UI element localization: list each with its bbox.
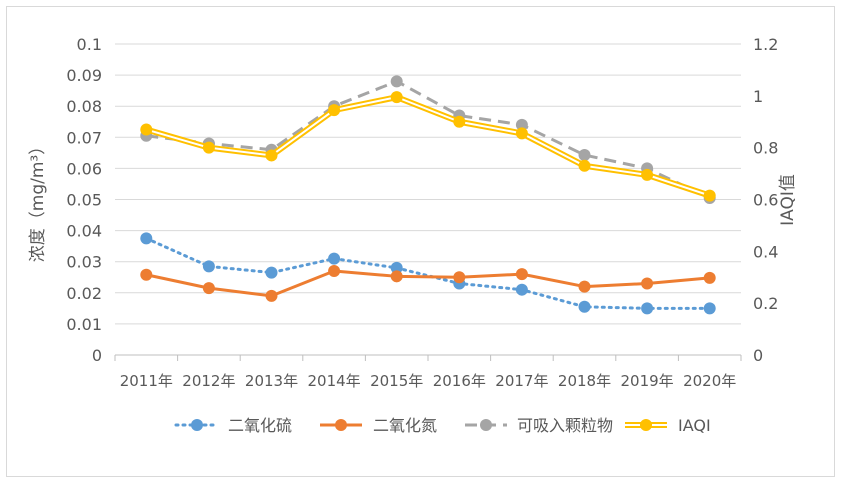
left-tick-label: 0.1 — [77, 35, 102, 54]
series-2 — [140, 265, 716, 302]
series-line — [146, 79, 711, 200]
legend-label: IAQI — [678, 416, 711, 435]
x-tick-label: 2013年 — [245, 372, 298, 390]
x-tick-label: 2018年 — [558, 372, 611, 390]
data-point — [453, 271, 466, 284]
x-tick-label: 2011年 — [120, 372, 173, 390]
left-tick-label: 0.09 — [66, 66, 102, 85]
series-line-inner — [146, 96, 711, 197]
left-tick-label: 0.06 — [66, 159, 102, 178]
data-point — [328, 104, 341, 117]
data-point — [578, 149, 591, 162]
data-point — [390, 75, 403, 88]
left-tick-label: 0.02 — [66, 284, 102, 303]
data-point — [140, 123, 153, 136]
legend-item: 可吸入颗粒物 — [465, 416, 613, 435]
right-axis-title: IAQI值 — [778, 174, 798, 226]
series-4 — [140, 91, 716, 202]
right-tick-label: 0 — [753, 346, 763, 365]
data-point — [641, 277, 654, 290]
x-tick-label: 2017年 — [495, 372, 548, 390]
data-point — [703, 302, 716, 315]
legend-label: 二氧化硫 — [228, 416, 292, 435]
data-point — [202, 260, 215, 273]
legend-marker — [640, 419, 652, 431]
left-tick-label: 0.05 — [66, 191, 102, 210]
data-point — [390, 270, 403, 283]
x-tick-label: 2015年 — [370, 372, 423, 390]
left-tick-label: 0.07 — [66, 128, 102, 147]
legend-item: 二氧化氮 — [320, 416, 437, 435]
legend-label: 可吸入颗粒物 — [517, 416, 613, 435]
gridlines — [115, 43, 741, 325]
data-point — [515, 283, 528, 296]
data-point — [265, 289, 278, 302]
right-axis: 0 0.2 0.4 0.6 0.8 1 1.2 — [753, 35, 778, 365]
left-axis-title: 浓度（mg/m³） — [28, 138, 48, 262]
series-line — [144, 236, 712, 310]
data-point — [641, 302, 654, 315]
legend: 二氧化硫 二氧化氮 可吸入颗粒物 IAQI — [174, 416, 711, 435]
left-tick-label: 0.03 — [66, 253, 102, 272]
x-tick-label: 2014年 — [308, 372, 361, 390]
x-tick-label: 2019年 — [621, 372, 674, 390]
data-point — [265, 266, 278, 279]
data-point — [578, 159, 591, 172]
data-point — [140, 232, 153, 245]
series-1 — [140, 232, 716, 315]
right-tick-label: 0.8 — [753, 139, 778, 158]
data-point — [515, 118, 528, 131]
legend-marker — [191, 419, 203, 431]
data-point — [703, 189, 716, 202]
data-point — [202, 282, 215, 295]
right-tick-label: 1 — [753, 87, 763, 106]
data-point — [703, 271, 716, 284]
right-tick-label: 0.4 — [753, 242, 778, 261]
series-group — [140, 75, 716, 315]
data-point — [578, 300, 591, 313]
right-tick-label: 0.2 — [753, 294, 778, 313]
data-point — [265, 149, 278, 162]
left-tick-label: 0.08 — [66, 97, 102, 116]
x-tick-label: 2012年 — [182, 372, 235, 390]
legend-marker — [335, 419, 347, 431]
x-tick-label: 2020年 — [683, 372, 736, 390]
legend-marker — [480, 419, 492, 431]
left-tick-label: 0 — [92, 346, 102, 365]
series-3 — [140, 75, 716, 204]
data-point — [390, 261, 403, 274]
left-axis: 0 0.01 0.02 0.03 0.04 0.05 0.06 0.07 0.08 0.09 0.1 — [66, 35, 102, 365]
x-axis: 2011年 2012年 2013年 2014年 2015年 2016年 2017年 2018年… — [114, 354, 742, 390]
data-point — [578, 280, 591, 293]
right-tick-label: 0.6 — [753, 191, 778, 210]
data-point — [641, 168, 654, 181]
left-tick-label: 0.01 — [66, 315, 102, 334]
data-point — [515, 268, 528, 281]
data-point — [515, 127, 528, 140]
left-tick-label: 0.04 — [66, 222, 102, 241]
data-point — [453, 115, 466, 128]
data-point — [328, 252, 341, 265]
data-point — [390, 91, 403, 104]
series-line — [145, 269, 710, 298]
legend-label: 二氧化氮 — [373, 416, 437, 435]
right-tick-label: 1.2 — [753, 35, 778, 54]
legend-item: 二氧化硫 — [174, 416, 292, 435]
x-tick-label: 2016年 — [433, 372, 486, 390]
data-point — [202, 141, 215, 154]
data-point — [328, 265, 341, 278]
legend-item: IAQI — [625, 416, 711, 435]
data-point — [140, 268, 153, 281]
